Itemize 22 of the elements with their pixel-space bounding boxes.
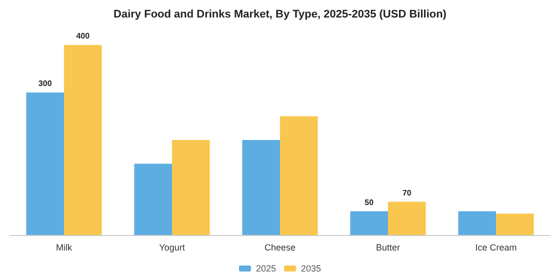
bar <box>388 202 426 235</box>
legend-label: 2035 <box>301 264 322 274</box>
x-tick-label: Milk <box>56 242 72 252</box>
bar <box>26 92 64 235</box>
x-tick-label: Cheese <box>264 242 296 252</box>
data-label: 70 <box>402 188 412 198</box>
bar <box>172 140 210 235</box>
bar <box>496 214 534 235</box>
bar <box>134 164 172 235</box>
data-label: 50 <box>364 198 374 207</box>
x-tick-label: Ice Cream <box>475 242 517 252</box>
data-label: 300 <box>38 79 52 88</box>
x-tick-label: Yogurt <box>159 242 186 252</box>
bar <box>242 140 280 235</box>
bar <box>64 45 102 235</box>
bar <box>280 116 318 235</box>
x-tick-label: Butter <box>376 242 400 252</box>
data-label: 400 <box>76 32 90 40</box>
legend-label: 2025 <box>256 264 276 274</box>
chart-title: Dairy Food and Drinks Market, By Type, 2025-2035 (USD Billion) <box>114 8 447 20</box>
bar <box>350 211 388 235</box>
bar <box>458 211 496 235</box>
